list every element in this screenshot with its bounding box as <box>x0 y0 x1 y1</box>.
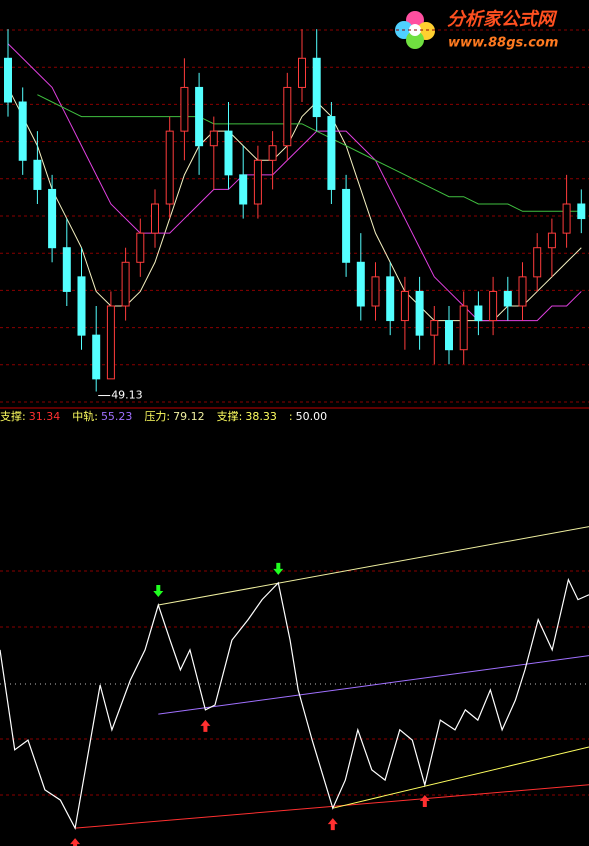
candle-body <box>77 276 86 336</box>
legend-value: 79.12 <box>173 410 205 423</box>
up-arrow <box>419 794 430 807</box>
legend-value: 38.33 <box>245 410 277 423</box>
legend-label: : <box>289 410 293 423</box>
annotation-label: 49.13 <box>111 389 143 402</box>
candle-body <box>121 261 130 307</box>
legend-value: 31.34 <box>29 410 61 423</box>
candle-body <box>268 145 277 161</box>
candle-body <box>180 86 189 132</box>
candle-body <box>386 276 395 322</box>
legend-label: 压力: <box>144 410 170 423</box>
candle-body <box>165 130 174 205</box>
legend-label: 中轨: <box>72 409 98 423</box>
candle-body <box>283 86 292 147</box>
candle-body <box>459 305 468 351</box>
legend-value: 50.00 <box>296 410 328 423</box>
logo: 分析家公式网 www.88gs.com <box>395 9 558 51</box>
candle-body <box>209 130 218 147</box>
candle-body <box>327 116 336 190</box>
candle-body <box>312 57 321 118</box>
candle-body <box>136 232 145 263</box>
trend-line <box>332 746 589 809</box>
down-arrow <box>273 562 284 575</box>
candle-body <box>33 159 42 190</box>
candle-body <box>503 290 512 307</box>
candle-body <box>371 276 380 307</box>
candle-body <box>577 203 586 220</box>
candle-body <box>489 290 498 322</box>
legend-value: 55.23 <box>101 410 133 423</box>
candle-body <box>474 305 483 322</box>
candle-body <box>445 320 453 351</box>
candle-body <box>415 290 424 336</box>
candle-body <box>106 305 115 380</box>
candle-body <box>151 203 159 234</box>
candle-body <box>342 188 351 263</box>
moving-average <box>37 94 582 212</box>
candle-body <box>18 101 27 161</box>
trend-line <box>158 526 589 606</box>
candle-body <box>430 320 439 336</box>
candle-body <box>298 57 306 88</box>
candle-body <box>92 334 101 380</box>
down-arrow <box>153 585 164 598</box>
candle-body <box>518 276 527 307</box>
candle-body <box>48 188 57 249</box>
candle-body <box>195 86 204 147</box>
candle-body <box>356 261 365 307</box>
candle-body <box>62 247 71 292</box>
candle-body <box>533 247 542 278</box>
candle-body <box>562 203 571 234</box>
candle-body <box>224 130 233 176</box>
candle-body <box>253 159 262 205</box>
candle-body <box>239 174 248 205</box>
up-arrow <box>200 719 211 732</box>
trend-line <box>158 655 589 715</box>
candle-body <box>547 232 556 249</box>
legend-label: 支撑: <box>217 409 243 423</box>
up-arrow <box>327 818 338 831</box>
logo-petal <box>406 31 424 49</box>
candle-body <box>4 57 12 103</box>
legend-label: 支撑: <box>0 409 26 423</box>
up-arrow <box>70 838 81 846</box>
indicator-line <box>0 577 589 831</box>
logo-title: 分析家公式网 <box>447 9 558 30</box>
candle-body <box>400 290 409 322</box>
logo-url: www.88gs.com <box>448 36 558 51</box>
moving-average <box>7 43 582 322</box>
